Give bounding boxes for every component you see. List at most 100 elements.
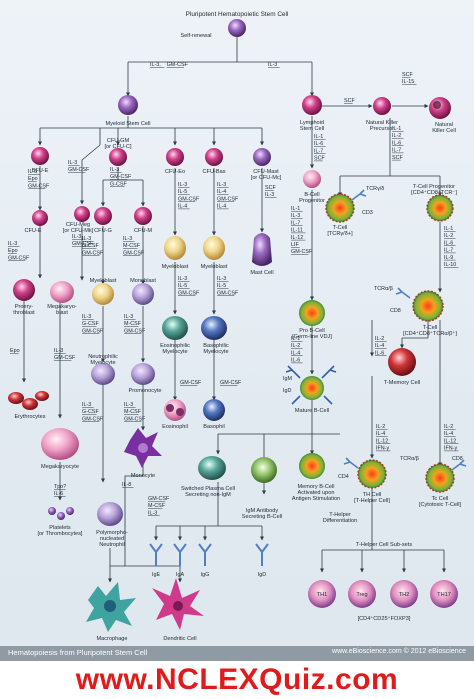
th2-cell	[390, 580, 418, 608]
cytokine-prob_col-1: IL-2	[291, 343, 300, 349]
receptor-glyphs	[343, 189, 467, 471]
cytokine-mbbas_col-1: IL-5	[217, 283, 226, 289]
cd8-2-label: CD8	[452, 456, 463, 462]
cytokine-bas_gmcsf: GM-CSF	[220, 380, 242, 386]
platelets-cells	[48, 507, 74, 520]
mature-b-label: Mature B-Cell	[295, 408, 329, 414]
cytokine-tprog_col-5: IL-10	[444, 262, 456, 268]
cytokine-neut_col-0: IL-3	[82, 402, 91, 408]
cytokine-t_ab_col-2: IL-6	[375, 350, 384, 356]
pro-b-cell	[299, 300, 325, 326]
footer-copyright: www.eBioscience.com © 2012 eBioscience	[332, 648, 466, 655]
cfumeg-cell	[74, 206, 90, 222]
antibody-igd-label: IgD	[258, 572, 266, 578]
cytokine-tc_col-2: IL-12	[444, 438, 456, 444]
cytokine-bprog_col-5: LIF	[291, 242, 299, 248]
nk-label-1: Natural	[435, 122, 453, 128]
cytokine-nk_to_nk-0: SCF	[402, 72, 413, 78]
cytokine-monob_col-0: IL-3	[124, 314, 133, 320]
eo-myelocyte-label-1: Eosinophilic	[160, 343, 190, 349]
cytokine-cfumast_col-0: SCF	[265, 185, 276, 191]
cytokine-cfue_col-2: GM-CSF	[8, 255, 30, 261]
cytokine-eo_gmcsf: GM-CSF	[180, 380, 202, 386]
bfue-cell	[31, 147, 49, 165]
macrophage-cell	[86, 582, 136, 632]
cytokine-mega_col-1: GM-CSF	[54, 355, 76, 361]
cytokine-stem_myeloid-0: IL-3,	[150, 62, 161, 68]
cytokine-cfumeg_col-1: GM-CSF	[68, 167, 90, 173]
node-labels: Pluripotent Hematopoietic Stem Cell Self…	[13, 11, 461, 642]
igm-label: IgM	[283, 376, 292, 382]
myeloblast-bas-cell	[203, 236, 225, 260]
cytokine-mbbas_col-0: IL-3	[217, 276, 226, 282]
tcell-ab-label-1: T-Cell	[423, 325, 438, 331]
tcell-prog-label-2: [CD4⁺CD8⁺TCR⁻]	[411, 189, 457, 196]
website-banner-text[interactable]: www.NCLEXQuiz.com	[75, 663, 399, 696]
switched-plasma-cell	[198, 456, 226, 480]
cytokine-bprog_col-4: IL-12	[291, 235, 303, 241]
cytokine-nk_col-1: IL-2	[392, 133, 401, 139]
myeloid-stem-cell	[118, 95, 138, 115]
cytokine-promono_col-0: IL-3	[124, 402, 133, 408]
tcell-progenitor-cell	[426, 194, 454, 222]
eo-myelocyte-label-2: Myelocyte	[162, 349, 187, 355]
cytokine-cfueo_col-1: IL-5	[178, 189, 187, 195]
cytokine-cfueo_col-2: GM-CSF	[178, 196, 200, 202]
cytokine-promono_col-2: GM-CSF	[124, 416, 146, 422]
nk-cell	[429, 97, 451, 119]
th-diff-label-1: T-Helper	[329, 512, 351, 518]
macrophage-label: Macrophage	[96, 636, 127, 642]
tcell-ab-cell	[412, 290, 444, 322]
cytokine-bfue_col-1: Epo	[28, 176, 38, 182]
myeloblast-eo-cell	[164, 236, 186, 260]
cytokine-monob_col-1: M-CSF	[124, 321, 142, 327]
th17-cell	[430, 580, 458, 608]
switched-plasma-label-1: Switched Plasma Cell	[181, 486, 235, 492]
cytokine-tc_col-1: IL-4	[444, 431, 453, 437]
cytokine-cfue_col-1: Epo	[8, 248, 18, 254]
cytokine-bprog_col-1: IL-3	[291, 213, 300, 219]
cfue-label: CFU-E	[24, 228, 41, 234]
cfumeg-label-2: [or CFU-Mk]	[63, 228, 94, 234]
th-label-2: [T-Helper Cell]	[354, 498, 390, 504]
footer-title: Hematopoiesis from Pluripotent Stem Cell	[8, 648, 148, 657]
cytokine-myg_col-0: IL-3	[82, 314, 91, 320]
cfug-cell	[94, 207, 112, 225]
cytokine-cfumeg2_col-0: IL-3	[72, 234, 81, 240]
cytokine-cfubas_col-1: IL-4	[217, 189, 226, 195]
cytokine-cfugm_col-1: GM-CSF	[110, 174, 132, 180]
cfubas-cell	[205, 148, 223, 166]
cytokine-lymph_col-0: IL-1	[314, 134, 323, 140]
cytokine-cfubas_col-3: IL-4	[217, 204, 226, 210]
tcr-ab-label: TCRα/β	[374, 286, 393, 292]
poly-neut-label-3: Neutrophil	[99, 542, 125, 548]
bcell-prog-label-2: Progenitor	[299, 198, 325, 204]
cytokine-cfumeg_col-0: IL-3	[68, 160, 77, 166]
treg-note-label: [CD4⁺CD25⁺FOXP3]	[358, 615, 411, 622]
cytokine-neut_col-1: G-CSF	[82, 409, 99, 415]
igd-label: IgD	[283, 388, 291, 394]
cytokine-cfueo_col-3: IL-4	[178, 204, 187, 210]
cytokine-cfugm_col-0: IL-3	[110, 167, 119, 173]
tc-label-2: [Cytotoxic T-Cell]	[419, 502, 462, 508]
memory-b-cell	[299, 453, 325, 479]
cytokine-mbeo_col-0: IL-3	[178, 276, 187, 282]
cytokine-nk_to_nk-1: IL-15	[402, 79, 414, 85]
cytokine-th_col-2: IL-12	[376, 438, 388, 444]
antibody-ige-label: IgE	[152, 572, 160, 578]
cytokine-mega_col-0: IL-3	[54, 348, 63, 354]
th17-label: TH17	[437, 592, 451, 598]
cd8-label: CD8	[390, 308, 401, 314]
cd3-label: CD3	[362, 210, 373, 216]
cytokine-labels: IL-3, GM-CSF IL-3SCFSCFIL-15IL-1IL-2IL-6IL…	[8, 62, 459, 516]
mast-label: Mast Cell	[250, 270, 273, 276]
cytokine-tc_col-0: IL-2	[444, 424, 453, 430]
switched-plasma-label-2: Secreting non-IgM	[185, 492, 231, 498]
igm-plasma-cell	[251, 457, 277, 483]
cytokine-il8: IL-8	[122, 482, 131, 488]
website-banner[interactable]: www.NCLEXQuiz.com	[0, 661, 474, 699]
proerythroblast-cell	[13, 279, 35, 301]
monoblast-label: Monoblast	[130, 278, 156, 284]
tcell-ab-label-2: [CD4⁺CD8⁺TCRα/β⁺]	[403, 330, 457, 337]
